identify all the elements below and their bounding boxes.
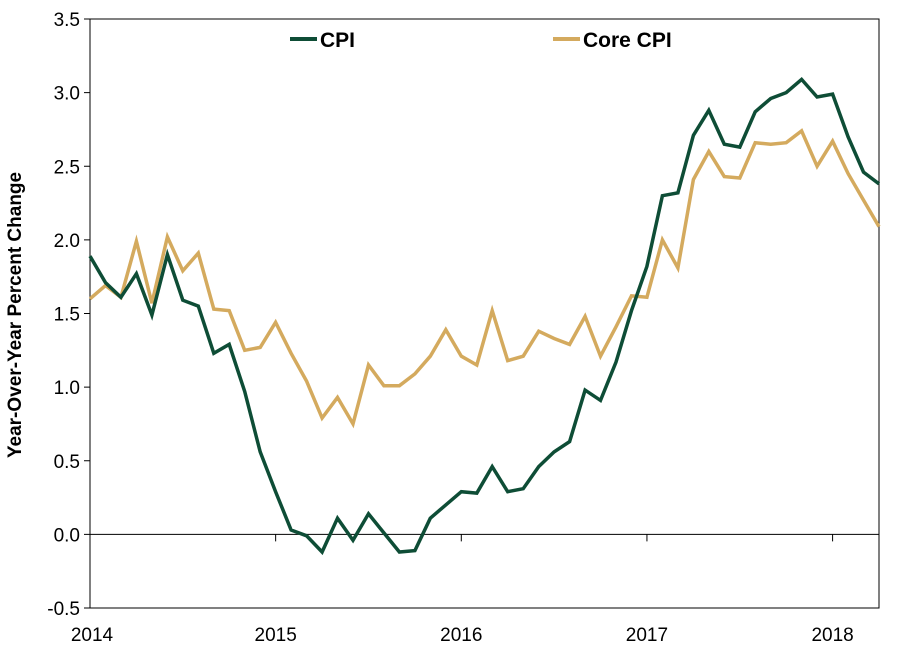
x-tick-label: 2016 (440, 625, 482, 646)
x-tick-label: 2018 (811, 625, 853, 646)
y-tick-label: 0.0 (54, 525, 80, 546)
y-tick-label: 1.5 (54, 305, 80, 326)
y-axis-ticks: -0.5 0.0 0.5 1.0 1.5 2.0 2.5 3.0 3.5 (47, 10, 90, 620)
series-line-cpi (88, 76, 881, 556)
y-tick-label: 3.5 (54, 10, 80, 31)
legend-label-cpi: CPI (320, 29, 355, 52)
y-tick-label: 0.5 (54, 452, 80, 473)
x-tick-label: 2015 (255, 625, 297, 646)
legend-label-core-cpi: Core CPI (583, 29, 672, 52)
y-axis-title: Year-Over-Year Percent Change (5, 172, 26, 458)
x-axis-ticks: 2014 2015 2016 2017 2018 (71, 534, 854, 646)
y-tick-label: 2.5 (54, 157, 80, 178)
x-tick-label: 2017 (626, 625, 668, 646)
series-line-core-cpi (88, 128, 881, 429)
x-tick-label: 2014 (71, 625, 114, 646)
series-lines (88, 76, 881, 556)
legend: CPI Core CPI (290, 29, 672, 52)
y-tick-label: 2.0 (54, 231, 80, 252)
y-tick-label: -0.5 (47, 599, 80, 620)
y-tick-label: 3.0 (54, 84, 80, 105)
y-tick-label: 1.0 (54, 378, 80, 399)
